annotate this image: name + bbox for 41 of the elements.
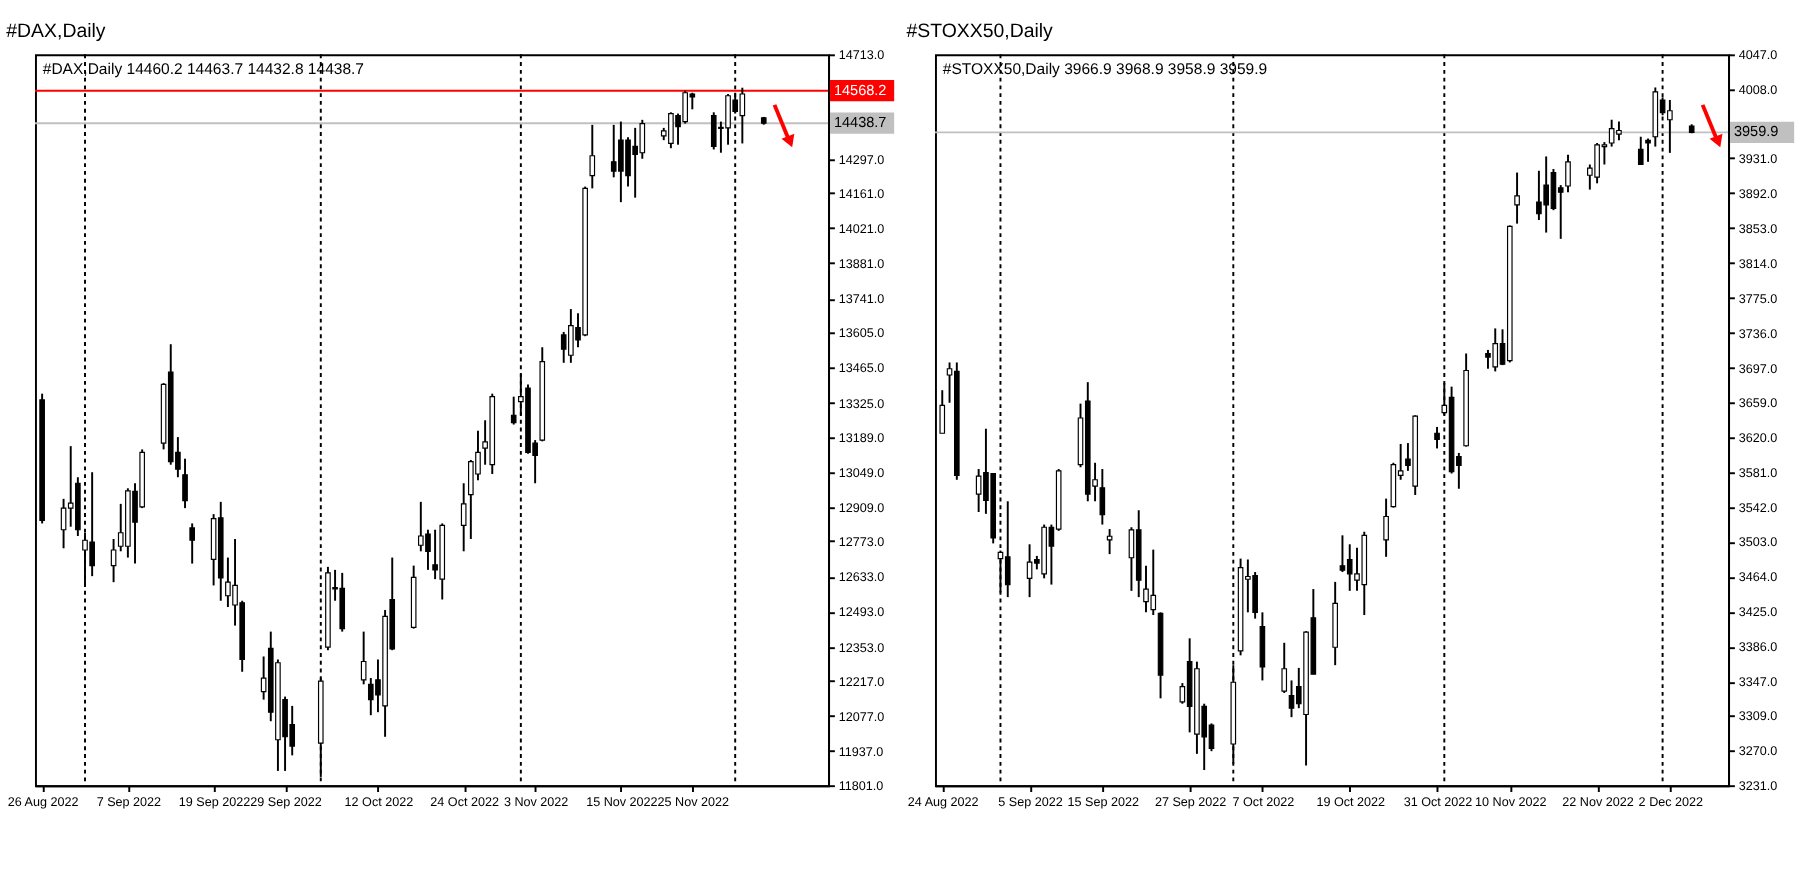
candlestick — [1099, 468, 1106, 526]
candlestick — [89, 471, 95, 578]
candlestick — [1041, 523, 1047, 580]
candlestick — [110, 538, 117, 584]
candlestick — [1594, 142, 1600, 185]
candlestick — [1616, 120, 1622, 142]
candlestick — [1332, 580, 1338, 667]
chart-title: #STOXX50,Daily — [906, 20, 1054, 43]
candlestick — [1608, 118, 1615, 148]
candlestick — [432, 528, 438, 581]
candlestick — [1637, 135, 1644, 166]
candlestick — [975, 468, 982, 513]
annotation: #STOXX50,Daily 3966.9 3968.9 3958.9 3959.9 — [942, 59, 1268, 78]
candlestick — [1485, 348, 1491, 370]
candlestick — [189, 522, 195, 565]
candlestick — [417, 500, 424, 553]
candlestick — [618, 120, 624, 204]
candlestick — [1004, 500, 1011, 599]
candlestick — [1150, 548, 1157, 617]
candlestick — [1339, 534, 1346, 574]
candlestick — [1346, 543, 1353, 592]
candlestick — [568, 308, 574, 364]
annotation: #DAX,Daily 14460.2 14463.7 14432.8 14438.7 — [42, 59, 365, 78]
candlestick — [1543, 155, 1549, 234]
candlestick — [1492, 327, 1499, 373]
candlestick — [560, 330, 567, 364]
candlestick — [710, 111, 717, 151]
candlestick — [1288, 679, 1295, 719]
candlestick — [668, 111, 674, 150]
candlestick — [60, 497, 67, 550]
chart-title: #DAX,Daily — [6, 20, 106, 43]
candlestick — [1128, 526, 1135, 592]
candlestick — [339, 571, 346, 633]
candlestick — [1514, 171, 1520, 225]
candlestick — [1281, 641, 1288, 694]
candlestick — [610, 123, 617, 179]
candlestick — [1652, 86, 1659, 148]
candlestick — [632, 126, 638, 199]
candlestick — [589, 123, 596, 190]
candlestick — [210, 513, 217, 587]
candlestick — [739, 86, 746, 145]
